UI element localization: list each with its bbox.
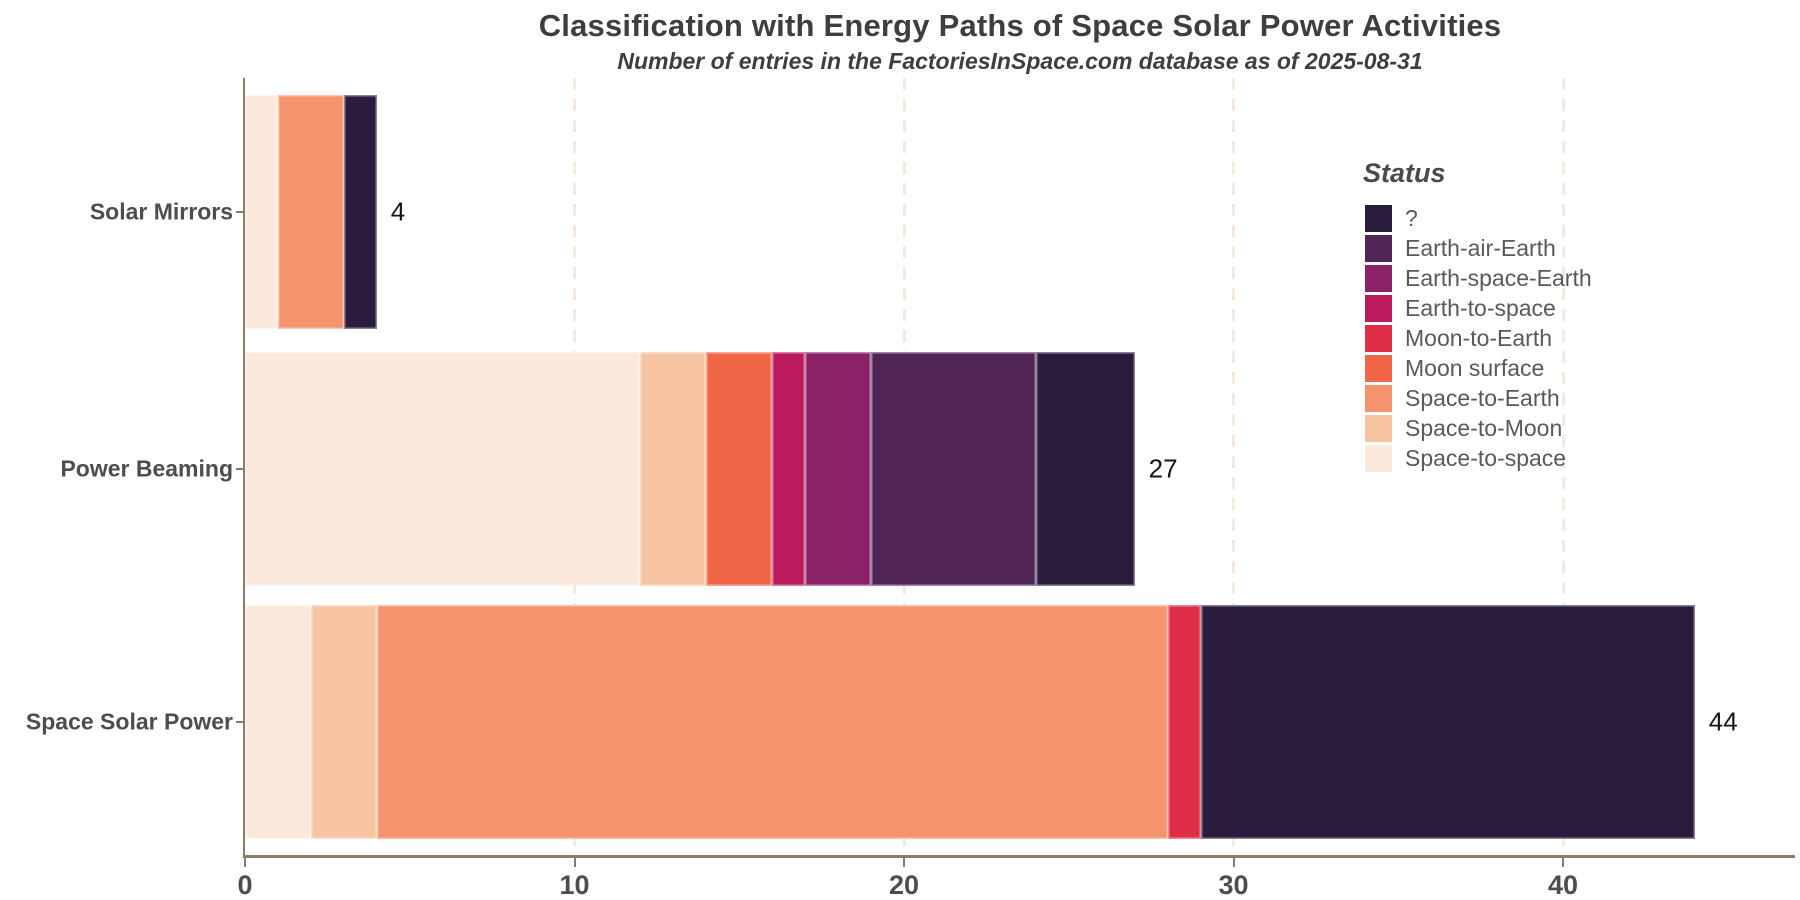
legend-label-space-to-earth: Space-to-Earth — [1405, 384, 1560, 411]
legend-title: Status — [1363, 158, 1446, 188]
y-tick — [236, 211, 245, 213]
segment-space-to-space — [245, 605, 311, 839]
category-label-space-solar-power: Space Solar Power — [25, 708, 233, 735]
x-tick-20 — [903, 858, 905, 867]
segment-space-to-space — [245, 352, 641, 586]
legend-item-earth-air-earth: Earth-air-Earth — [1365, 233, 1556, 263]
segment-earth-to-space — [772, 352, 806, 586]
legend-swatch-space-to-earth — [1365, 384, 1392, 412]
segment-unknown — [1200, 605, 1695, 839]
segment-space-to-moon — [640, 352, 707, 586]
gridline-40 — [1561, 78, 1565, 855]
legend-label-unknown: ? — [1405, 204, 1418, 231]
legend-label-earth-space-earth: Earth-space-Earth — [1405, 264, 1592, 291]
legend-item-moon-to-earth: Moon-to-Earth — [1365, 323, 1552, 353]
x-tick-10 — [573, 858, 576, 867]
legend-label-space-to-space: Space-to-space — [1405, 444, 1567, 471]
segment-space-to-earth — [376, 605, 1168, 839]
gridline-30 — [1232, 78, 1235, 855]
legend-item-unknown: ? — [1365, 203, 1418, 233]
legend-item-space-to-space: Space-to-space — [1365, 443, 1566, 473]
chart-subtitle: Number of entries in the FactoriesInSpac… — [617, 48, 1423, 74]
x-tick-label-30: 30 — [1218, 870, 1249, 900]
legend-swatch-earth-space-earth — [1365, 264, 1392, 292]
legend-swatch-moon-surface — [1365, 354, 1392, 382]
category-label-solar-mirrors: Solar Mirrors — [89, 198, 233, 225]
legend-swatch-moon-to-earth — [1365, 324, 1392, 352]
x-axis-line — [243, 855, 1795, 858]
y-tick — [236, 468, 245, 470]
segment-space-to-moon — [310, 605, 377, 839]
x-tick-30 — [1232, 858, 1235, 867]
legend-item-space-to-moon: Space-to-Moon — [1365, 413, 1562, 443]
bar-power-beaming — [245, 352, 1135, 586]
y-axis-line — [243, 78, 245, 855]
bar-total-label: 44 — [1708, 706, 1738, 737]
legend-item-moon-surface: Moon surface — [1365, 353, 1544, 383]
legend-item-earth-to-space: Earth-to-space — [1365, 293, 1556, 323]
segment-unknown — [343, 95, 377, 329]
segment-moon-surface — [706, 352, 773, 586]
x-tick-label-40: 40 — [1547, 870, 1579, 900]
legend-swatch-unknown — [1365, 204, 1392, 232]
legend-swatch-space-to-moon — [1365, 414, 1392, 442]
legend-label-moon-to-earth: Moon-to-Earth — [1405, 324, 1553, 351]
legend-label-earth-air-earth: Earth-air-Earth — [1405, 234, 1556, 261]
x-tick-label-10: 10 — [559, 870, 590, 900]
x-tick-label-0: 0 — [237, 870, 253, 900]
y-tick — [236, 721, 245, 723]
category-label-power-beaming: Power Beaming — [60, 455, 233, 482]
x-tick-40 — [1562, 858, 1564, 867]
x-tick-label-20: 20 — [888, 870, 920, 900]
x-tick-0 — [244, 858, 246, 867]
segment-earth-air-earth — [871, 352, 1036, 586]
segment-unknown — [1035, 352, 1135, 586]
legend-label-moon-surface: Moon surface — [1405, 354, 1545, 381]
legend-label-space-to-moon: Space-to-Moon — [1405, 414, 1563, 441]
segment-moon-to-earth — [1167, 605, 1201, 839]
legend-swatch-space-to-space — [1365, 444, 1392, 472]
legend-swatch-earth-to-space — [1365, 294, 1392, 322]
legend-item-earth-space-earth: Earth-space-Earth — [1365, 263, 1592, 293]
legend-item-space-to-earth: Space-to-Earth — [1365, 383, 1560, 413]
legend-label-earth-to-space: Earth-to-space — [1405, 294, 1556, 321]
legend-swatch-earth-air-earth — [1365, 234, 1392, 262]
bar-total-label: 4 — [390, 196, 406, 227]
bar-solar-mirrors — [245, 95, 377, 329]
chart-title: Classification with Energy Paths of Spac… — [538, 8, 1502, 43]
bar-total-label: 27 — [1148, 453, 1178, 484]
bar-space-solar-power — [245, 605, 1695, 839]
segment-earth-space-earth — [805, 352, 871, 586]
segment-space-to-earth — [277, 95, 344, 329]
segment-space-to-space — [245, 95, 278, 329]
